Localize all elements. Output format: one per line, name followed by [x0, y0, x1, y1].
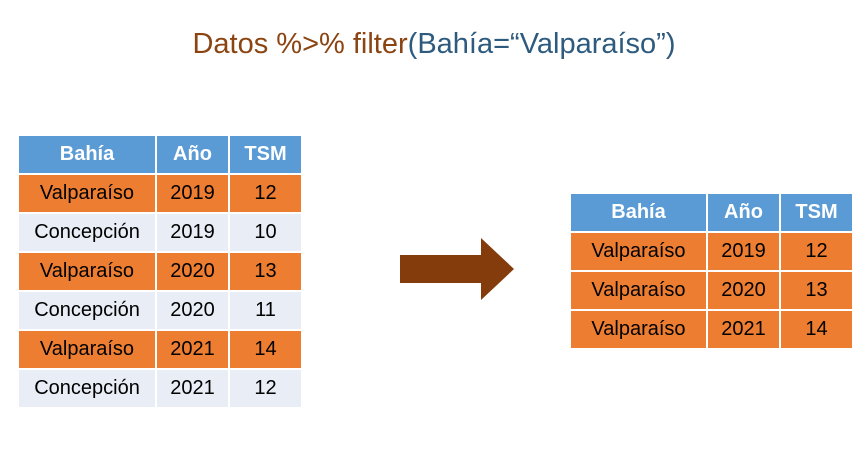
- cell-bahia: Valparaíso: [569, 270, 708, 311]
- cell-bahia: Valparaíso: [569, 231, 708, 272]
- cell-ano: 2019: [706, 231, 781, 272]
- cell-bahia: Concepción: [17, 368, 157, 409]
- table-row: Valparaíso 2021 14: [17, 329, 303, 370]
- cell-bahia: Valparaíso: [17, 251, 157, 292]
- cell-ano: 2019: [155, 173, 230, 214]
- cell-tsm: 12: [228, 173, 303, 214]
- table-row: Valparaíso 2020 13: [17, 251, 303, 292]
- cell-tsm: 10: [228, 212, 303, 253]
- header-cell-ano: Año: [155, 134, 230, 175]
- cell-ano: 2021: [706, 309, 781, 350]
- cell-ano: 2019: [155, 212, 230, 253]
- cell-ano: 2020: [706, 270, 781, 311]
- table-row: Concepción 2021 12: [17, 368, 303, 409]
- cell-tsm: 14: [779, 309, 854, 350]
- cell-ano: 2020: [155, 290, 230, 331]
- cell-ano: 2021: [155, 368, 230, 409]
- cell-ano: 2020: [155, 251, 230, 292]
- table-row: Concepción 2020 11: [17, 290, 303, 331]
- cell-tsm: 12: [779, 231, 854, 272]
- cell-tsm: 14: [228, 329, 303, 370]
- title-argument: (Bahía=“Valparaíso”): [407, 28, 676, 60]
- cell-tsm: 12: [228, 368, 303, 409]
- cell-tsm: 13: [228, 251, 303, 292]
- header-cell-tsm: TSM: [779, 192, 854, 233]
- page-title: Datos %>% filter(Bahía=“Valparaíso”): [0, 28, 868, 61]
- header-cell-bahia: Bahía: [17, 134, 157, 175]
- right-arrow-icon: [400, 238, 514, 300]
- table-row: Valparaíso 2019 12: [569, 231, 854, 272]
- cell-bahia: Valparaíso: [17, 173, 157, 214]
- input-table: Bahía Año TSM Valparaíso 2019 12 Concepc…: [17, 134, 303, 409]
- table-row: Concepción 2019 10: [17, 212, 303, 253]
- table-header-row: Bahía Año TSM: [569, 192, 854, 233]
- output-table: Bahía Año TSM Valparaíso 2019 12 Valpara…: [569, 192, 854, 350]
- cell-bahia: Valparaíso: [17, 329, 157, 370]
- cell-bahia: Valparaíso: [569, 309, 708, 350]
- cell-tsm: 11: [228, 290, 303, 331]
- header-cell-ano: Año: [706, 192, 781, 233]
- table-row: Valparaíso 2019 12: [17, 173, 303, 214]
- table-row: Valparaíso 2020 13: [569, 270, 854, 311]
- table-row: Valparaíso 2021 14: [569, 309, 854, 350]
- header-cell-bahia: Bahía: [569, 192, 708, 233]
- cell-tsm: 13: [779, 270, 854, 311]
- title-function: Datos %>% filter: [192, 28, 408, 60]
- cell-bahia: Concepción: [17, 212, 157, 253]
- header-cell-tsm: TSM: [228, 134, 303, 175]
- cell-ano: 2021: [155, 329, 230, 370]
- cell-bahia: Concepción: [17, 290, 157, 331]
- table-header-row: Bahía Año TSM: [17, 134, 303, 175]
